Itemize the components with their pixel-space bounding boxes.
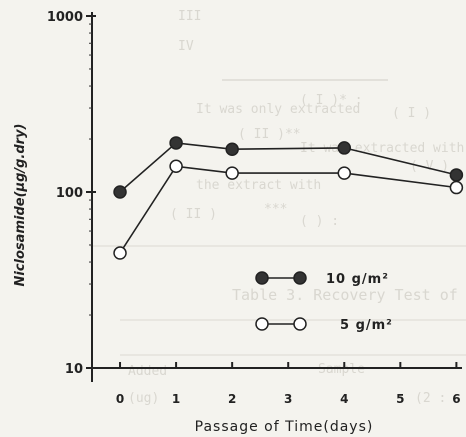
series-1-point — [337, 166, 352, 180]
x-axis-ticks: 0 1 2 3 4 5 6 — [116, 362, 461, 406]
legend-label-10gm2: 10 g/m² — [326, 272, 389, 287]
y-tick-label: 10 — [65, 362, 83, 377]
y-axis-title: Niclosamide(µg/g.dry) — [13, 123, 28, 286]
ghost-text-13: Sample — [318, 362, 365, 377]
series-0-point — [225, 142, 239, 156]
legend-marker-5gm2-end — [293, 317, 307, 331]
ghost-text-11: ( I ) — [392, 106, 431, 121]
ghost-text-8: *** — [264, 202, 287, 217]
y-tick-label: 1000 — [47, 10, 83, 25]
ghost-text-16: (2 : — [415, 391, 446, 406]
series-1-point — [225, 166, 239, 180]
background-ghost-text: III IV It was only extracted ( I )* : ( … — [90, 9, 466, 406]
y-tick-label: 100 — [56, 186, 83, 201]
x-tick-label: 0 — [116, 392, 124, 406]
ghost-text-12: Table 3. Recovery Test of Niclosamide — [232, 286, 466, 304]
ghost-text-3: ( I )* : — [300, 93, 363, 108]
ghost-text-2: It was only extracted — [196, 102, 360, 117]
legend-marker-10gm2-end — [293, 271, 307, 285]
x-tick-label: 1 — [172, 392, 180, 406]
series-0-point — [337, 141, 352, 155]
x-tick-label: 2 — [228, 392, 236, 406]
ghost-text-7: ( II ) — [170, 207, 217, 222]
series-0-point — [169, 136, 183, 150]
ghost-text-14: Added — [128, 364, 167, 379]
x-tick-label: 4 — [340, 392, 348, 406]
series-1-point — [169, 159, 183, 174]
y-axis-ticks: 10 100 1000 — [47, 10, 96, 377]
legend-label-5gm2: 5 g/m² — [340, 318, 393, 333]
x-tick-label: 5 — [396, 392, 404, 406]
ghost-text-9: ( ) : — [300, 214, 339, 229]
series-1-point — [113, 246, 127, 260]
legend-marker-10gm2 — [255, 271, 269, 285]
series-layer — [113, 136, 464, 260]
series-0-point — [449, 168, 464, 182]
legend-marker-5gm2 — [255, 317, 269, 331]
x-tick-label: 3 — [284, 392, 292, 406]
ghost-text-4: ( II )** — [238, 127, 301, 142]
x-axis-title: Passage of Time(days) — [195, 419, 374, 435]
series-0-point — [113, 185, 127, 199]
series-1-point — [449, 180, 464, 195]
x-tick-label: 6 — [452, 392, 460, 406]
legend: 10 g/m² 5 g/m² — [255, 271, 393, 333]
ghost-text-6: the extract with — [196, 178, 321, 193]
ghost-text-15: (ug) — [128, 391, 159, 406]
ghost-text-1: IV — [178, 39, 194, 54]
ghost-text-0: III — [178, 9, 201, 24]
